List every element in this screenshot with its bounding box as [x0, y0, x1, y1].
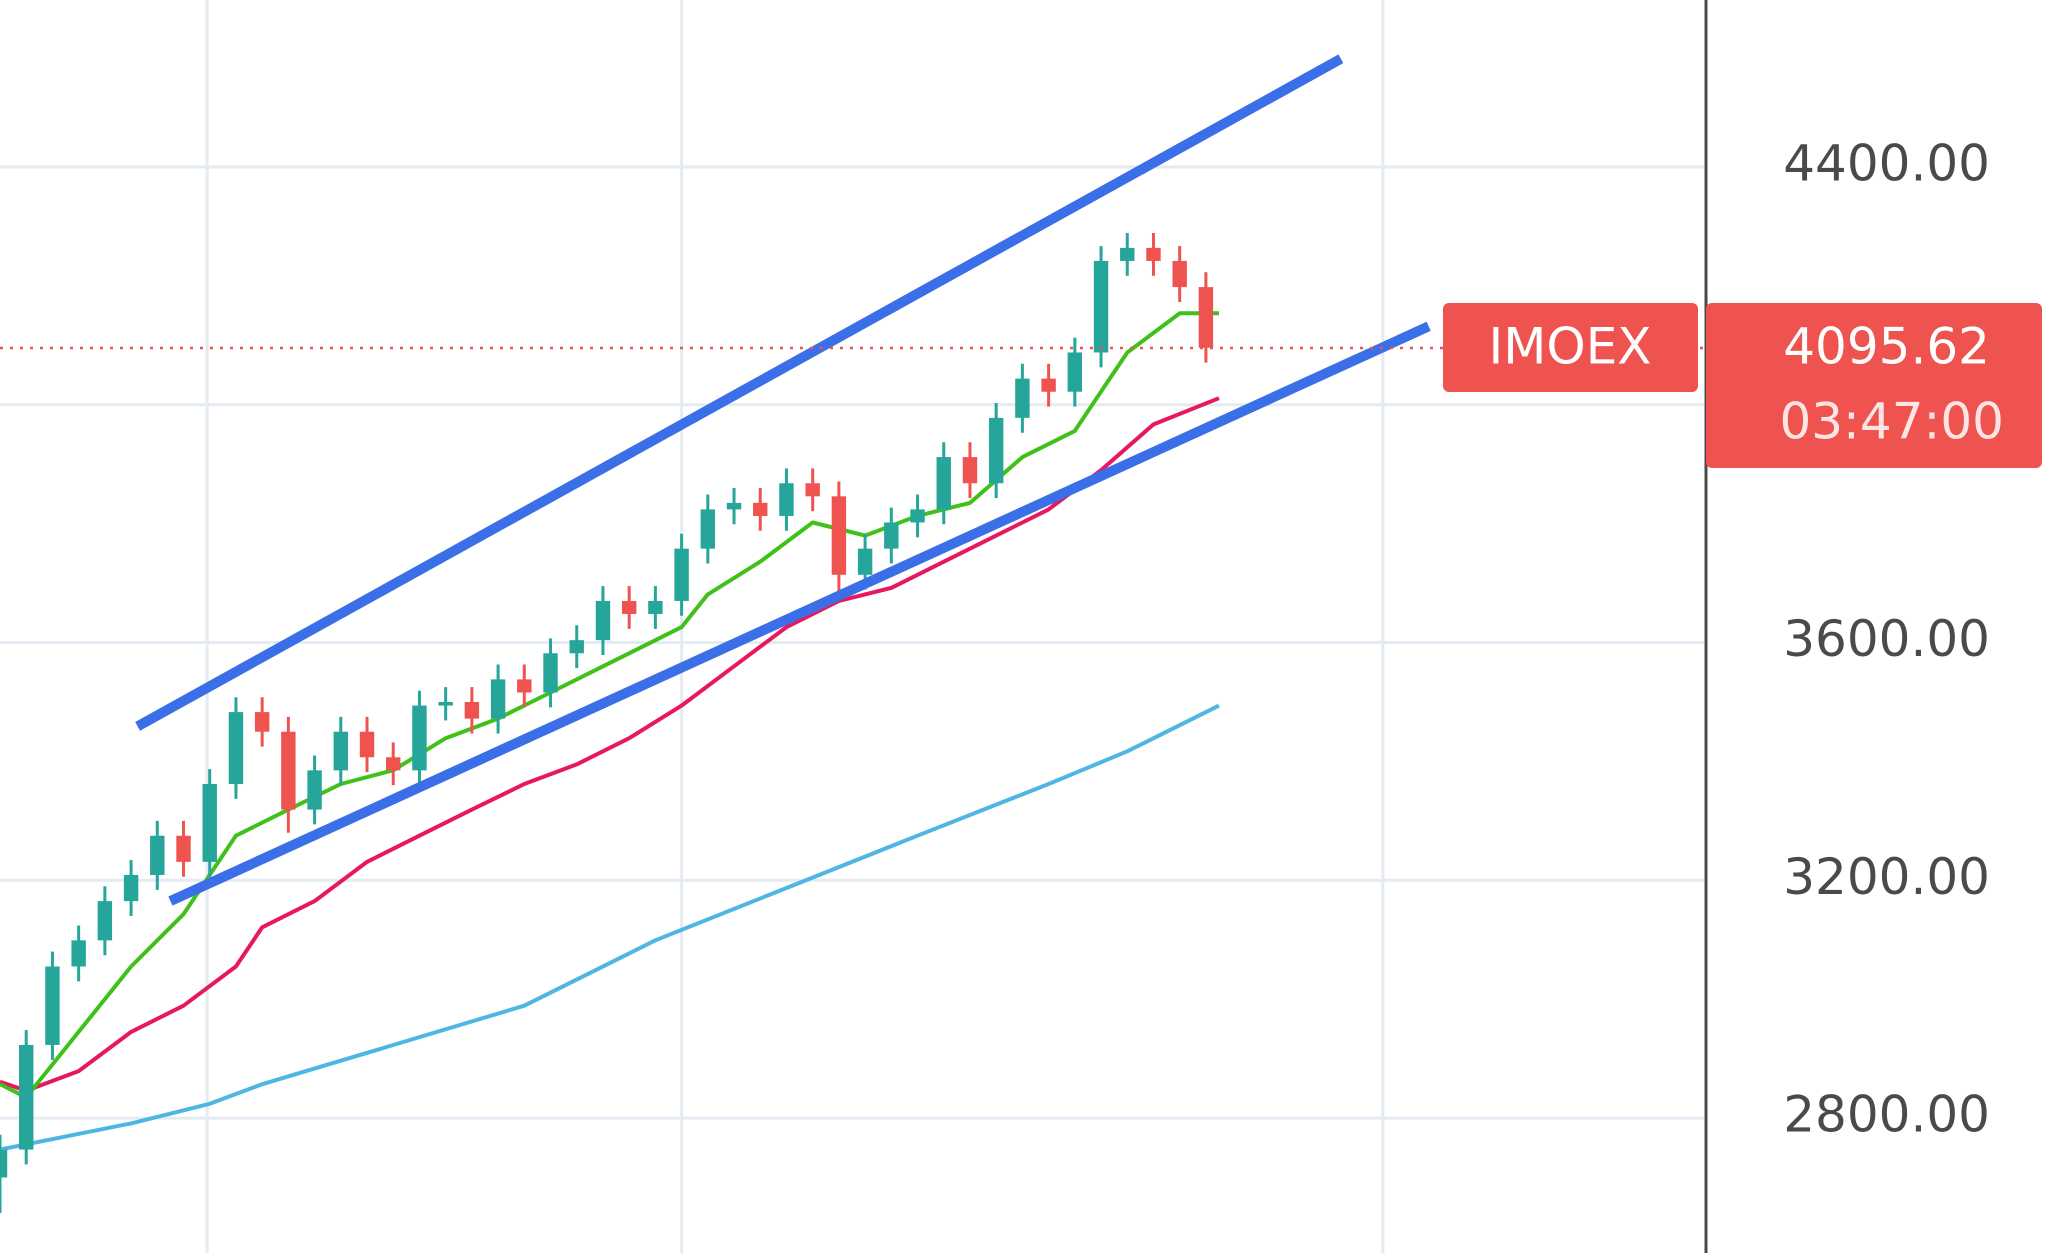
candle-body — [254, 712, 270, 732]
symbol-label: IMOEX — [1488, 317, 1651, 375]
candle-body — [412, 705, 427, 771]
moving-average-line — [0, 703, 1220, 1152]
candle-body — [150, 835, 165, 875]
candle-body — [307, 770, 322, 810]
candle-body — [648, 600, 663, 615]
candle-body — [1015, 378, 1030, 418]
symbol-tag — [1443, 302, 1698, 392]
candle-body — [1120, 247, 1135, 261]
candle-body — [1146, 247, 1161, 261]
candle-body — [674, 548, 689, 601]
candle-body — [1041, 378, 1056, 392]
candle-body — [1172, 260, 1187, 288]
candle-body — [805, 483, 820, 497]
candle-body — [0, 1149, 8, 1178]
candle-body — [176, 835, 191, 862]
trend-line — [135, 54, 1344, 731]
candle-body — [464, 701, 480, 719]
candle-body — [726, 502, 742, 510]
candle-body — [857, 548, 873, 575]
candle-body — [988, 417, 1004, 484]
candle-body — [333, 731, 349, 771]
y-tick-label: 3200.00 — [1783, 848, 1990, 906]
candle-body — [359, 731, 375, 758]
candle-body — [621, 600, 637, 615]
plot-area: IMOEX — [0, 54, 1704, 1214]
candle-body — [936, 457, 951, 510]
moving-average-line — [0, 311, 1219, 1100]
price-tag — [1706, 302, 2042, 468]
y-tick-label: 3600.00 — [1783, 610, 1990, 668]
trend-line — [168, 321, 1431, 906]
candle-body — [438, 701, 453, 706]
candle-body — [910, 509, 925, 523]
candle-body — [71, 940, 86, 967]
price-tag-countdown: 03:47:00 — [1779, 392, 2004, 450]
candle-body — [884, 522, 899, 549]
candle-body — [45, 966, 60, 1045]
candle-body — [202, 784, 217, 862]
candle-body — [779, 483, 794, 516]
candle-body — [543, 653, 558, 693]
candle-body — [386, 757, 401, 771]
price-axis: 2800.003200.003600.004000.004400.004095.… — [1706, 135, 2042, 1144]
moving-average-line — [0, 396, 1220, 1093]
candle-body — [962, 457, 978, 484]
candle-body — [753, 502, 768, 516]
candle-body — [569, 640, 584, 654]
candle-body — [1198, 287, 1214, 348]
y-tick-label: 2800.00 — [1783, 1086, 1990, 1144]
candle-body — [1093, 260, 1109, 353]
price-tag-value: 4095.62 — [1783, 317, 1990, 375]
candle-body — [281, 731, 296, 810]
candle-body — [123, 874, 139, 902]
candle-body — [490, 679, 506, 719]
candle-body — [700, 509, 716, 549]
y-tick-label: 4400.00 — [1783, 135, 1990, 193]
candle-body — [19, 1044, 34, 1150]
candle-body — [228, 712, 244, 785]
grid — [0, 0, 1704, 1253]
candle-body — [1067, 352, 1083, 392]
candle-body — [595, 600, 611, 641]
candle-body — [831, 496, 847, 575]
candle-body — [517, 679, 532, 693]
candle-body — [97, 901, 113, 941]
